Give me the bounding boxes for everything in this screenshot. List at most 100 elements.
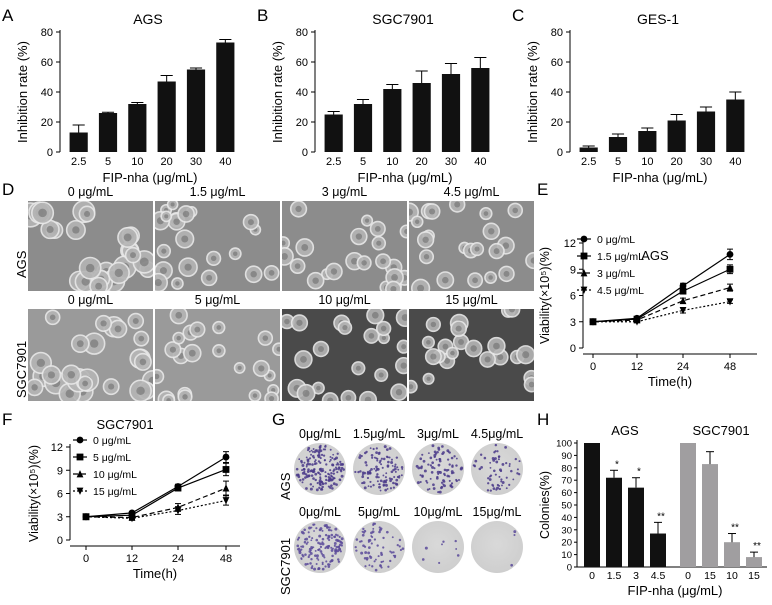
cell-nucleus (108, 383, 115, 390)
cell-nucleus (90, 339, 99, 348)
x-tick-label: 12 (126, 553, 138, 565)
colony (321, 485, 324, 489)
colony (429, 464, 433, 467)
chart-title: SGC7901 (96, 417, 153, 432)
colony (335, 467, 338, 471)
colony (385, 472, 388, 475)
colony (385, 479, 388, 481)
cell-nucleus (342, 325, 348, 331)
x-tick-label: 40 (474, 156, 486, 168)
colony (376, 467, 380, 471)
colony (365, 556, 369, 560)
colony (336, 471, 339, 474)
y-tick-label: 100 (556, 439, 572, 450)
panel-g-col-sgc-1: 5μg/mL (358, 505, 400, 519)
colony (372, 447, 375, 451)
colony (302, 468, 306, 471)
colony (318, 480, 322, 484)
colony (421, 474, 424, 478)
y-axis-label: Colonies(%) (538, 471, 552, 539)
cell-nucleus (488, 228, 495, 235)
colony (384, 488, 387, 492)
colony (298, 458, 301, 461)
colony (342, 468, 346, 471)
colony (505, 462, 508, 465)
colony (336, 462, 339, 465)
colony (388, 447, 392, 450)
cell-nucleus (483, 211, 489, 216)
point-marker (679, 287, 687, 295)
bar-20 (667, 120, 686, 152)
colony (337, 558, 340, 561)
cell-nucleus (380, 325, 387, 332)
colony (305, 487, 308, 490)
cell-nucleus (72, 226, 80, 234)
colony (364, 451, 367, 455)
x-tick-label: 48 (724, 361, 736, 373)
cell-nucleus (364, 218, 370, 223)
cell-nucleus (282, 252, 288, 260)
colony (379, 479, 383, 483)
y-axis-label: Inhibition rate (%) (15, 41, 30, 143)
cell-nucleus (295, 205, 302, 213)
colony (324, 533, 328, 537)
colony (432, 483, 435, 487)
colony (298, 549, 302, 553)
colony (371, 565, 374, 568)
colony (318, 534, 322, 538)
cell-nucleus (422, 236, 429, 243)
cell-nucleus (312, 277, 319, 284)
colony (498, 484, 501, 487)
y-tick-label: 12 (564, 238, 576, 250)
point-marker (726, 265, 734, 273)
colony (437, 448, 441, 451)
series-line-1 (85, 468, 227, 518)
colony (431, 465, 434, 469)
chart-title: AGS (133, 11, 163, 27)
colony (421, 558, 425, 561)
colony (423, 469, 427, 473)
y-tick-label: 6 (57, 489, 63, 501)
colony (313, 567, 317, 571)
colony (310, 474, 314, 477)
colony (363, 486, 367, 490)
cell-nucleus (38, 208, 47, 218)
cell-nucleus (455, 325, 462, 332)
cell-nucleus (530, 257, 534, 264)
colony (307, 458, 310, 461)
colony (316, 454, 319, 457)
colony (448, 479, 451, 482)
significance-mark: * (615, 459, 619, 470)
legend-label-0: 0 μg/mL (93, 435, 131, 447)
panel-d-col-ags-3: 4.5 μg/mL (443, 185, 500, 199)
panel-d-col-sgc-2: 10 μg/mL (318, 293, 371, 307)
micrograph-ags-2 (282, 201, 407, 291)
colony (296, 538, 300, 541)
colony (370, 453, 374, 457)
colony (437, 463, 441, 467)
colony (296, 544, 300, 548)
colony (319, 456, 322, 460)
colony (393, 465, 397, 468)
cell-nucleus (267, 373, 272, 378)
colony (311, 537, 314, 540)
y-tick-label: 20 (41, 117, 53, 129)
cell-nucleus (528, 381, 534, 388)
colony (396, 466, 399, 469)
colony (306, 462, 310, 466)
colony (297, 473, 300, 476)
colony (361, 475, 365, 479)
x-tick-label: 0 (685, 570, 691, 582)
colony (314, 472, 318, 476)
colony-dots (472, 443, 521, 492)
colony (390, 470, 394, 474)
y-tick-label: 12 (51, 442, 63, 454)
colony (384, 481, 388, 484)
colony (324, 444, 327, 447)
cell-nucleus (417, 284, 425, 291)
cell-nucleus (493, 342, 500, 350)
x-tick-label: 0 (590, 361, 596, 373)
colony (436, 450, 439, 454)
colony (330, 472, 333, 475)
colony (333, 535, 337, 539)
